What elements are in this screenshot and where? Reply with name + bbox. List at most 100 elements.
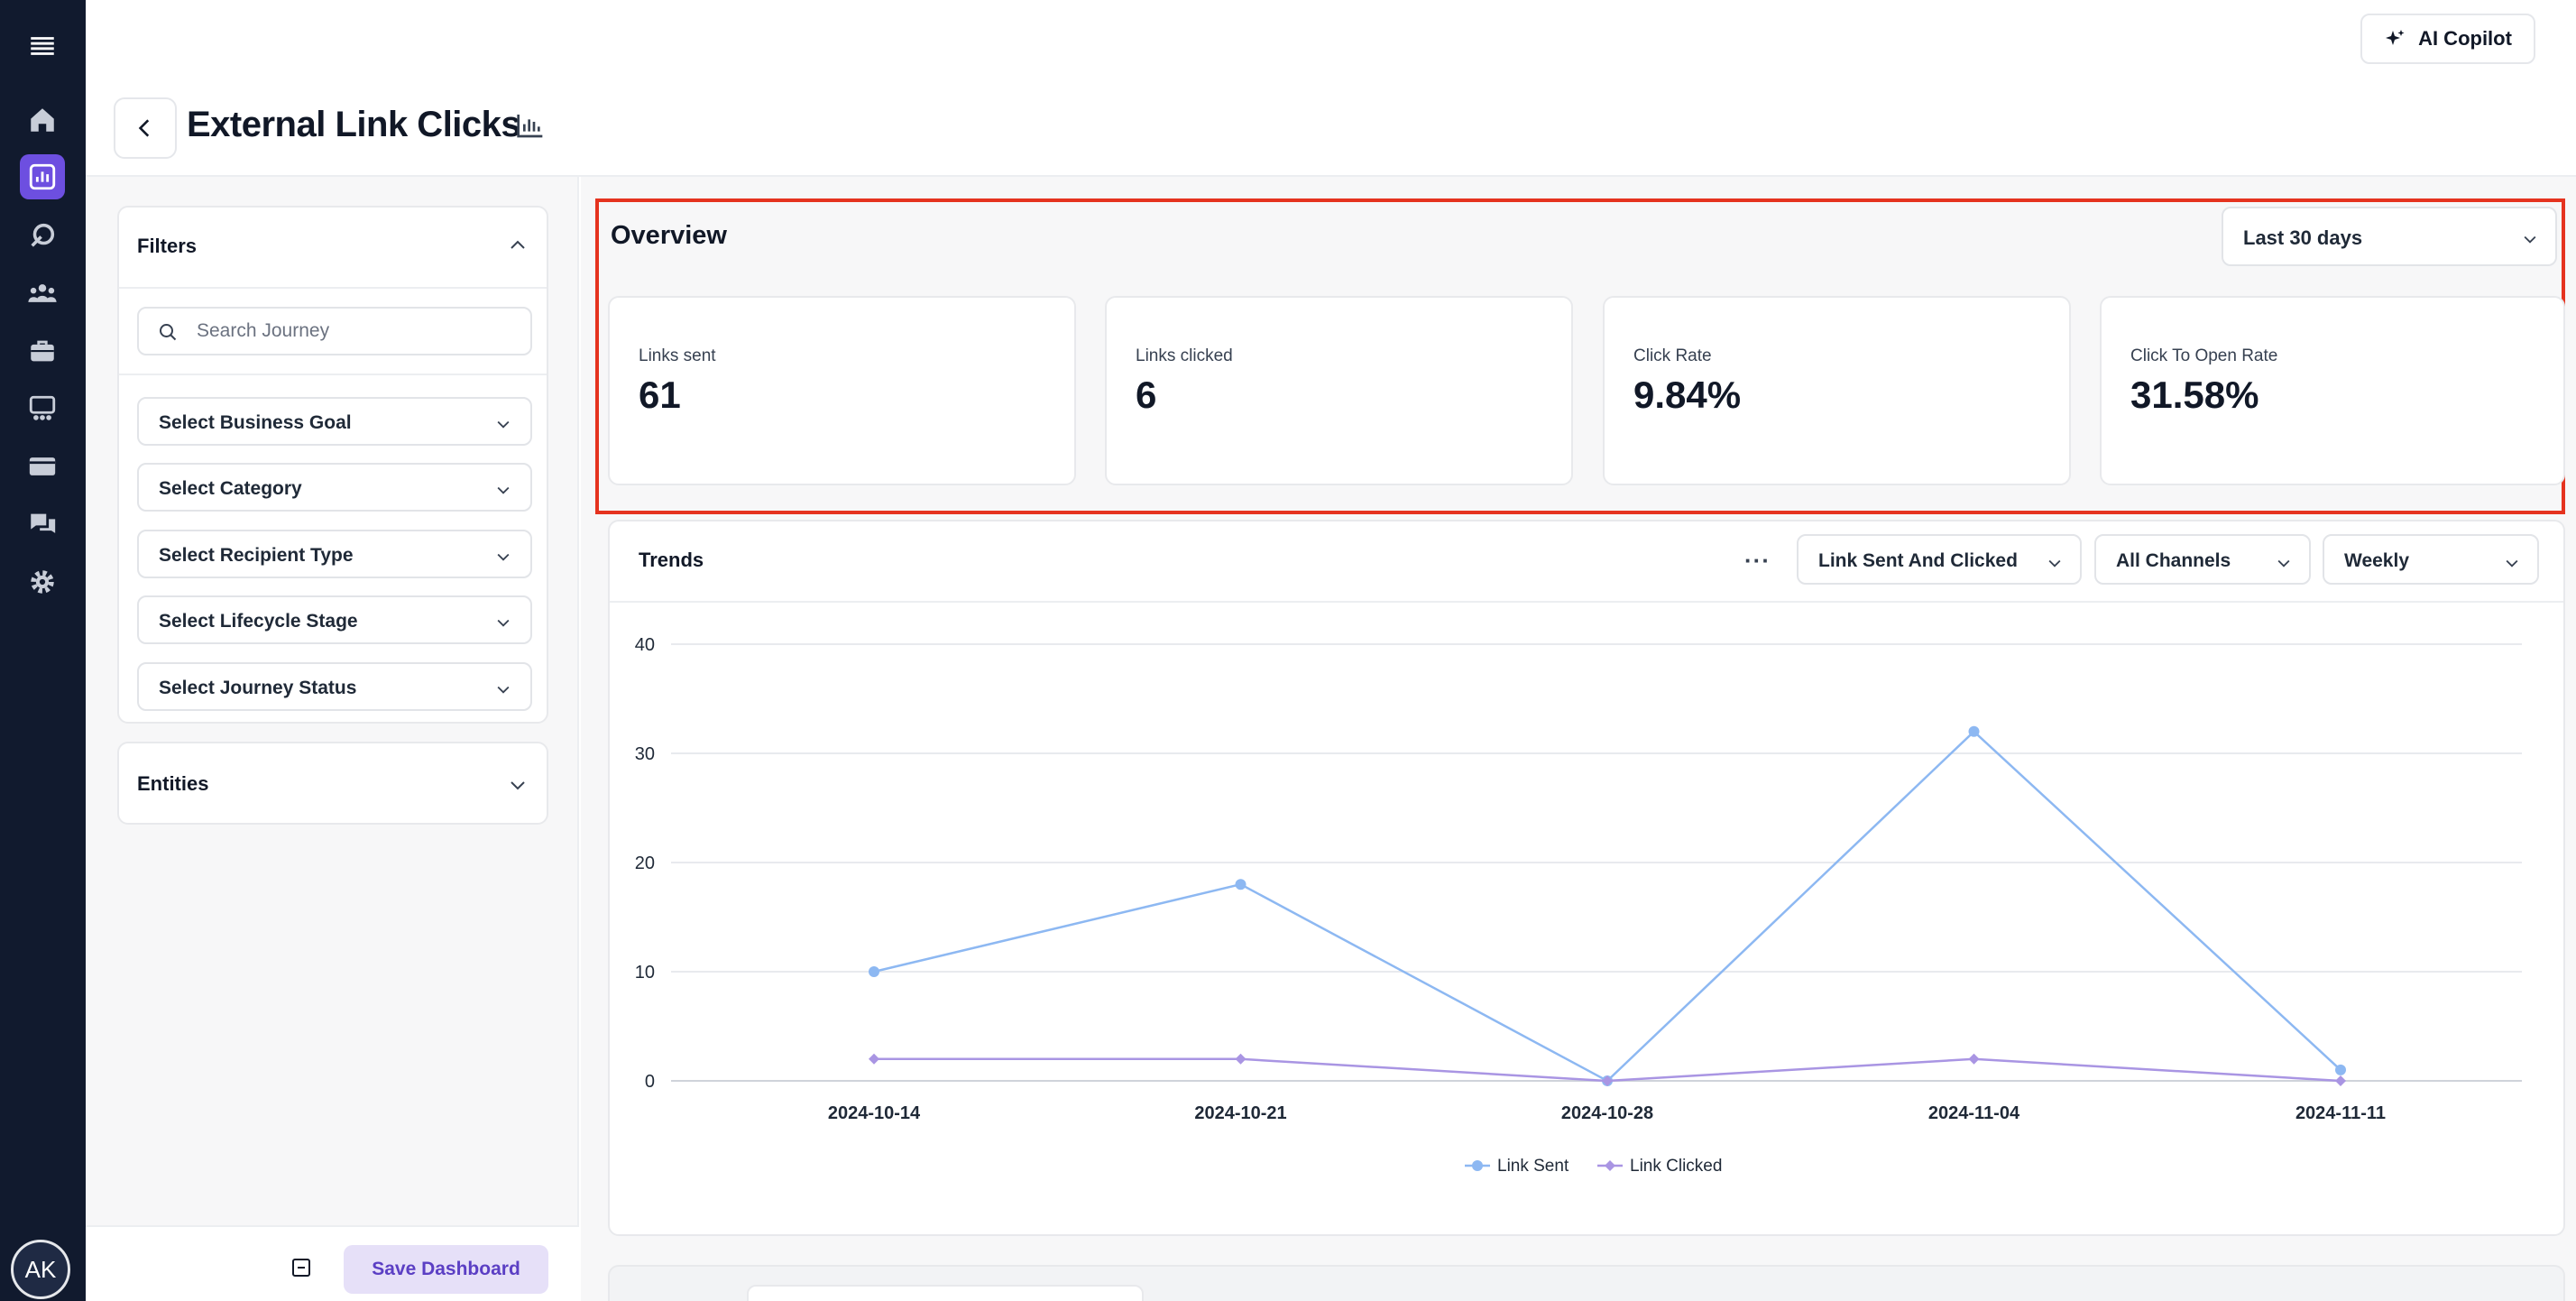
- collapse-panel-icon[interactable]: [290, 1257, 312, 1278]
- stat-label: Click Rate: [1633, 346, 1712, 365]
- trends-title: Trends: [639, 549, 704, 571]
- stat-value: 31.58%: [2130, 374, 2259, 416]
- data-point[interactable]: [869, 1053, 879, 1065]
- legend-item-link-clicked[interactable]: Link Clicked: [1597, 1157, 1722, 1176]
- stat-value: 9.84%: [1633, 374, 1742, 416]
- save-dashboard-button[interactable]: Save Dashboard: [344, 1245, 548, 1294]
- stat-value: 6: [1136, 374, 1157, 416]
- select-business-goal[interactable]: Select Business Goal: [137, 397, 532, 446]
- chevron-up-icon[interactable]: [507, 235, 529, 256]
- x-tick-label: 2024-11-11: [2295, 1103, 2386, 1123]
- date-range-select[interactable]: Last 30 days: [2222, 207, 2557, 266]
- chevron-down-icon: [497, 486, 510, 494]
- metric-select[interactable]: Link Sent And Clicked: [1797, 534, 2082, 585]
- chat-icon[interactable]: [20, 502, 65, 547]
- stat-card-click-rate: Click Rate 9.84%: [1603, 296, 2071, 485]
- select-category[interactable]: Select Category: [137, 463, 532, 512]
- filters-card: Filters Select Business Goal Select Cate…: [117, 206, 548, 724]
- stat-label: Links clicked: [1136, 346, 1233, 365]
- y-tick-label: 20: [635, 853, 655, 873]
- x-tick-label: 2024-10-28: [1561, 1103, 1653, 1123]
- more-options-button[interactable]: ···: [1744, 547, 1771, 574]
- chevron-down-icon: [497, 420, 510, 429]
- chevron-down-icon: [497, 553, 510, 561]
- report-chart-icon[interactable]: [516, 112, 545, 139]
- search-icon: [160, 324, 177, 341]
- data-point[interactable]: [1235, 879, 1247, 890]
- select-lifecycle-stage[interactable]: Select Lifecycle Stage: [137, 595, 532, 644]
- metric-select-value: Link Sent And Clicked: [1818, 550, 2018, 571]
- filters-divider: [119, 374, 547, 375]
- select-label: Select Journey Status: [159, 678, 357, 698]
- chevron-down-icon: [2277, 559, 2290, 567]
- chevron-down-icon: [2506, 559, 2518, 567]
- ai-copilot-label: AI Copilot: [2418, 27, 2512, 50]
- stat-label: Click To Open Rate: [2130, 346, 2278, 365]
- select-journey-status[interactable]: Select Journey Status: [137, 662, 532, 711]
- x-tick-label: 2024-11-04: [1928, 1103, 2020, 1123]
- stat-label: Links sent: [639, 346, 716, 365]
- data-point[interactable]: [869, 966, 879, 977]
- ai-copilot-button[interactable]: AI Copilot: [2360, 14, 2535, 64]
- billing-icon[interactable]: [20, 444, 65, 489]
- segments-icon[interactable]: [20, 386, 65, 431]
- settings-icon[interactable]: [20, 559, 65, 604]
- select-label: Select Category: [159, 478, 302, 499]
- stat-card-links-clicked: Links clicked 6: [1105, 296, 1573, 485]
- entities-title: Entities: [137, 772, 209, 795]
- y-tick-label: 0: [645, 1072, 655, 1092]
- entities-section[interactable]: Entities: [117, 742, 548, 825]
- menu-icon[interactable]: [20, 23, 65, 69]
- y-tick-label: 30: [635, 744, 655, 764]
- lower-section-tab[interactable]: [747, 1285, 1144, 1301]
- interval-select[interactable]: Weekly: [2323, 534, 2539, 585]
- data-point[interactable]: [2335, 1075, 2346, 1086]
- channel-select[interactable]: All Channels: [2094, 534, 2311, 585]
- chevron-down-icon[interactable]: [507, 774, 529, 796]
- chevron-down-icon: [2048, 559, 2061, 567]
- data-point[interactable]: [1968, 1053, 1980, 1065]
- data-point[interactable]: [1602, 1075, 1613, 1086]
- audience-icon[interactable]: [20, 271, 65, 316]
- avatar[interactable]: AK: [11, 1240, 70, 1299]
- select-label: Select Business Goal: [159, 412, 352, 433]
- chevron-down-icon: [497, 686, 510, 694]
- stat-value: 61: [639, 374, 681, 416]
- filters-header[interactable]: Filters: [119, 208, 547, 289]
- header-divider: [86, 175, 2576, 177]
- stat-card-click-to-open-rate: Click To Open Rate 31.58%: [2100, 296, 2565, 485]
- interval-select-value: Weekly: [2344, 550, 2409, 571]
- x-tick-label: 2024-10-21: [1194, 1103, 1286, 1123]
- channel-select-value: All Channels: [2116, 550, 2231, 571]
- overview-title: Overview: [611, 221, 727, 250]
- search-journey-input[interactable]: [197, 318, 521, 345]
- chevron-down-icon: [497, 619, 510, 627]
- filters-title: Filters: [137, 235, 198, 257]
- nav-rail: AK: [0, 0, 86, 1301]
- analytics-icon[interactable]: [20, 154, 65, 199]
- svg-text:Link Clicked: Link Clicked: [1630, 1157, 1722, 1176]
- select-recipient-type[interactable]: Select Recipient Type: [137, 530, 532, 578]
- sparkle-icon: [2386, 30, 2405, 45]
- trends-line-chart: 0 10 20 30 40 2024-10-14 2024-10-21 2024-10-28 2…: [635, 635, 2522, 1176]
- chevron-left-icon: [138, 119, 150, 137]
- series-line-link-sent: [873, 730, 2341, 1083]
- data-point[interactable]: [1968, 725, 1980, 737]
- briefcase-icon[interactable]: [20, 328, 65, 374]
- trends-header: Trends ··· Link Sent And Clicked All Cha…: [610, 521, 2563, 603]
- journey-icon[interactable]: [20, 213, 65, 258]
- select-label: Select Lifecycle Stage: [159, 611, 358, 632]
- legend-item-link-sent[interactable]: Link Sent: [1465, 1157, 1569, 1176]
- search-journey-box: [137, 307, 532, 355]
- select-label: Select Recipient Type: [159, 545, 354, 566]
- y-tick-label: 40: [635, 635, 655, 655]
- chevron-down-icon: [2524, 235, 2536, 244]
- data-point[interactable]: [2335, 1064, 2346, 1075]
- data-point[interactable]: [1235, 1053, 1247, 1065]
- back-button[interactable]: [114, 97, 177, 159]
- trends-card: Trends ··· Link Sent And Clicked All Cha…: [608, 520, 2565, 1236]
- y-tick-label: 10: [635, 963, 655, 983]
- date-range-value: Last 30 days: [2243, 226, 2363, 249]
- x-tick-label: 2024-10-14: [828, 1103, 921, 1123]
- home-icon[interactable]: [20, 97, 65, 143]
